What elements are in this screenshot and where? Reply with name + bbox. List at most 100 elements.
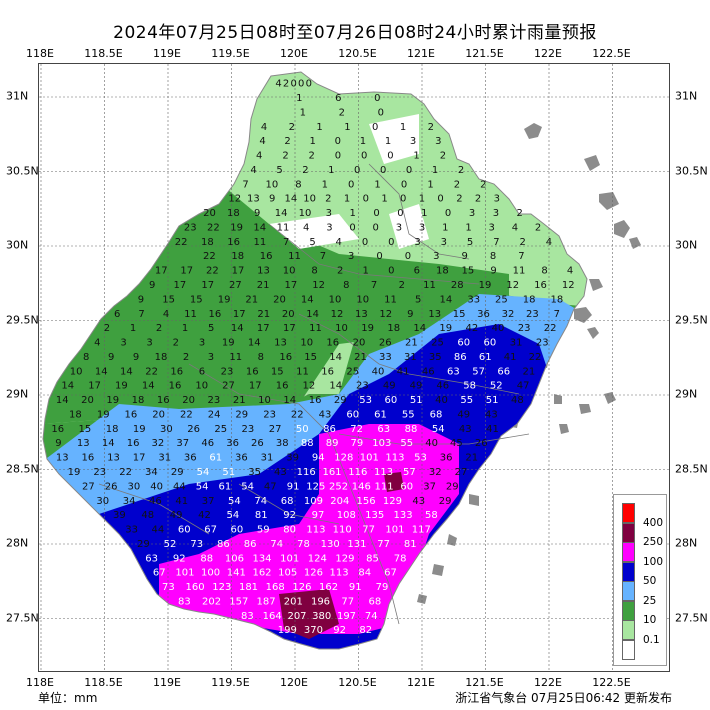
rain-value: 1: [350, 208, 356, 219]
legend-swatch: [622, 522, 635, 543]
rain-value: 31: [158, 453, 171, 464]
rain-value: 3: [396, 223, 402, 234]
issuer-label: 浙江省气象台 07月25日06:42 更新发布: [455, 691, 672, 705]
rain-value: 60: [346, 410, 359, 421]
rain-value: 14: [102, 438, 115, 449]
rain-value: 20: [353, 338, 366, 349]
rain-value: 46: [436, 381, 449, 392]
rain-value: 30: [160, 424, 173, 435]
lon-tick-label: 119E: [153, 47, 181, 60]
rain-value: 27: [222, 381, 235, 392]
rain-value: 18: [201, 237, 214, 248]
rain-value: 1: [360, 136, 366, 147]
rain-value: 14: [285, 194, 298, 205]
rain-value: 10: [266, 179, 279, 190]
rain-value: 24: [208, 410, 221, 421]
rain-value: 116: [297, 467, 316, 478]
rain-value: 14: [120, 366, 133, 377]
rain-value: 29: [137, 539, 150, 550]
rain-value: 7: [518, 251, 524, 262]
rain-value: 1: [182, 323, 188, 334]
rain-value: 3: [489, 223, 495, 234]
rain-value: 36: [184, 453, 197, 464]
rain-value: 16: [321, 366, 334, 377]
rain-value: 101: [175, 568, 194, 579]
rain-value: 22: [180, 410, 193, 421]
rain-value: 43: [319, 410, 332, 421]
rain-value: 23: [356, 381, 369, 392]
lon-tick-label: 119.5E: [211, 47, 250, 60]
rain-value: 37: [423, 481, 436, 492]
rain-value: 58: [425, 510, 438, 521]
rain-value: 9: [133, 352, 139, 363]
rain-value: 18: [436, 266, 449, 277]
rain-value: 92: [333, 625, 346, 636]
rain-value: 162: [252, 568, 271, 579]
rain-value: 36: [226, 438, 239, 449]
rain-value: 10: [258, 395, 271, 406]
rain-value: 17: [133, 453, 146, 464]
legend-swatch: [622, 639, 635, 660]
rain-value: 3: [348, 251, 354, 262]
rain-value: 20: [282, 309, 295, 320]
rain-value: 55: [460, 395, 473, 406]
rain-value: 92: [283, 510, 296, 521]
rain-value: 60: [178, 525, 191, 536]
rain-value: 2: [302, 165, 308, 176]
rain-value: 161: [322, 467, 341, 478]
rain-value: 32: [429, 467, 442, 478]
rain-value: 25: [346, 366, 359, 377]
rain-value: 68: [281, 496, 294, 507]
rain-value: 61: [209, 453, 222, 464]
rain-value: 55: [400, 438, 413, 449]
rain-value: 50: [296, 424, 309, 435]
rain-value: 88: [200, 553, 213, 564]
lon-tick-label: 122E: [534, 47, 562, 60]
rain-value: 43: [274, 467, 287, 478]
rain-value: 19: [230, 223, 243, 234]
legend-label: 250: [643, 536, 664, 548]
rain-value: 0: [405, 251, 411, 262]
rain-value: 51: [410, 395, 423, 406]
rain-value: 8: [311, 266, 317, 277]
rain-value: 84: [358, 568, 371, 579]
rain-value: 6: [199, 366, 205, 377]
rain-value: 0: [373, 223, 379, 234]
rain-value: 14: [231, 323, 244, 334]
rain-value: 32: [152, 438, 165, 449]
rain-value: 21: [257, 309, 270, 320]
rain-value: 134: [252, 553, 271, 564]
rain-value: 1: [385, 136, 391, 147]
rain-value: 133: [394, 510, 413, 521]
rain-value: 0: [437, 194, 443, 205]
lon-tick-label: 118.5E: [84, 676, 123, 689]
rain-value: 26: [475, 438, 488, 449]
rain-value: 0: [406, 165, 412, 176]
rain-value: 9: [407, 309, 413, 320]
rain-value: 2: [284, 136, 290, 147]
rain-value: 23: [184, 223, 197, 234]
rain-value: 1: [374, 179, 380, 190]
rain-value: 1: [400, 122, 406, 133]
rain-value: 17: [257, 323, 270, 334]
rain-value: 0: [400, 194, 406, 205]
rain-value: 14: [248, 338, 261, 349]
rain-value: 0: [388, 237, 394, 248]
lon-tick-label: 121E: [407, 47, 435, 60]
rain-value: 126: [304, 568, 323, 579]
rain-value: 17: [201, 280, 214, 291]
rain-value: 38: [276, 438, 289, 449]
rain-value: 0: [401, 179, 407, 190]
lon-tick-label: 119.5E: [211, 676, 250, 689]
rain-value: 17: [88, 381, 101, 392]
rain-value: 23: [208, 395, 221, 406]
rain-value: 1: [344, 194, 350, 205]
rain-value: 126: [292, 582, 311, 593]
legend-swatch: [622, 600, 635, 621]
rain-value: 72: [350, 424, 363, 435]
lon-tick-label: 118E: [26, 47, 54, 60]
rain-value: 16: [209, 309, 222, 320]
rain-value: 0: [445, 208, 451, 219]
lat-tick-label: 30N: [6, 238, 29, 252]
rain-value: 60: [231, 525, 244, 536]
